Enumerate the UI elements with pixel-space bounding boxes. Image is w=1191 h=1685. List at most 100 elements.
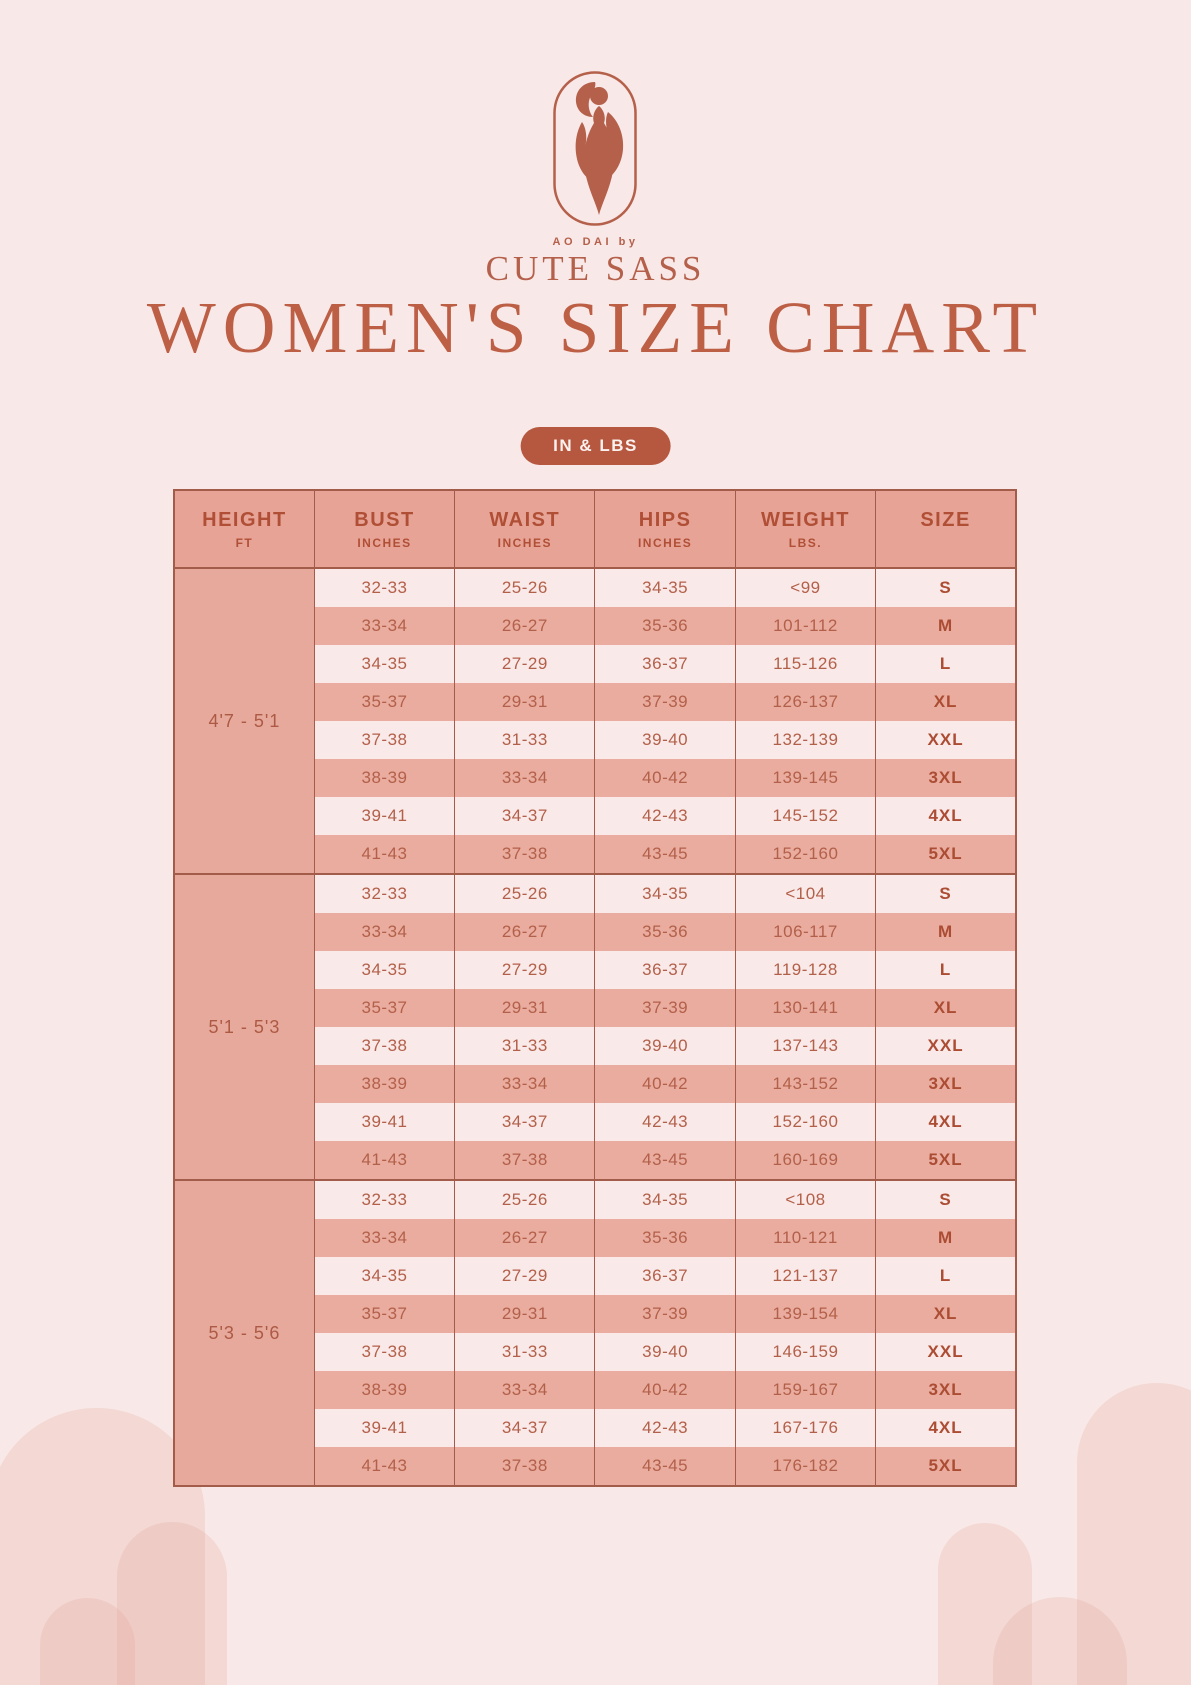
column-header: HEIGHT FT [173, 490, 315, 569]
value-cell: 32-33 [313, 1179, 456, 1219]
value-cell: 25-26 [454, 1179, 596, 1219]
size-cell: 4XL [875, 1103, 1017, 1141]
value-cell: 38-39 [313, 759, 456, 797]
height-range-cell: 4'7 - 5'1 [173, 567, 315, 874]
value-cell: 31-33 [454, 1333, 596, 1371]
value-cell: 39-40 [594, 721, 736, 759]
size-table-header: HEIGHT FT BUST INCHES WAIST INCHES HIPS INCHES W… [173, 490, 1017, 569]
value-cell: 43-45 [594, 835, 736, 874]
table-row: 5'3 - 5'6 32-33 25-26 34-35 <108 S [173, 1179, 1017, 1486]
value-cell: 38-39 [313, 1065, 456, 1103]
size-cell: 4XL [875, 797, 1017, 835]
value-cell: 35-37 [313, 1295, 456, 1333]
value-cell: 159-167 [734, 1371, 877, 1409]
size-cell: 3XL [875, 1371, 1017, 1409]
value-cell: 176-182 [734, 1447, 877, 1486]
table-row: 33-34 26-27 35-36 106-117 M [174, 913, 1017, 951]
value-cell: 33-34 [454, 1371, 596, 1409]
value-cell: 37-38 [454, 1141, 596, 1180]
height-range-cell: 5'1 - 5'3 [173, 873, 315, 1180]
size-cell: 5XL [875, 1447, 1017, 1486]
value-cell: 36-37 [594, 1257, 736, 1295]
brand-name: CUTE SASS [485, 249, 706, 288]
value-cell: 37-39 [594, 1295, 736, 1333]
decorative-arch [938, 1523, 1032, 1685]
value-cell: 35-37 [313, 683, 456, 721]
size-cell: L [875, 645, 1017, 683]
size-cell: M [875, 913, 1017, 951]
value-cell: <108 [734, 1179, 877, 1219]
size-cell: S [875, 873, 1017, 913]
value-cell: 25-26 [454, 873, 596, 913]
value-cell: 40-42 [594, 1065, 736, 1103]
size-cell: 4XL [875, 1409, 1017, 1447]
size-cell: XXL [875, 721, 1017, 759]
value-cell: 29-31 [454, 683, 596, 721]
value-cell: <104 [734, 873, 877, 913]
value-cell: 121-137 [734, 1257, 877, 1295]
value-cell: 42-43 [594, 1103, 736, 1141]
value-cell: 37-38 [313, 1027, 456, 1065]
size-cell: XL [875, 683, 1017, 721]
value-cell: 34-35 [594, 567, 736, 607]
value-cell: 39-41 [313, 1409, 456, 1447]
value-cell: 42-43 [594, 1409, 736, 1447]
table-row: 38-39 33-34 40-42 139-145 3XL [174, 759, 1017, 797]
decorative-arch [117, 1522, 227, 1685]
brand-tagline: AO DAI by [552, 236, 639, 248]
value-cell: 31-33 [454, 1027, 596, 1065]
value-cell: 36-37 [594, 951, 736, 989]
table-row: 37-38 31-33 39-40 137-143 XXL [174, 1027, 1017, 1065]
woman-in-ao-dai-icon [552, 71, 638, 231]
value-cell: 32-33 [313, 873, 456, 913]
size-cell: 5XL [875, 1141, 1017, 1180]
value-cell: 33-34 [454, 759, 596, 797]
value-cell: 132-139 [734, 721, 877, 759]
value-cell: 35-36 [594, 913, 736, 951]
value-cell: 110-121 [734, 1219, 877, 1257]
column-header: WEIGHT LBS. [734, 490, 877, 569]
brand-logo [552, 70, 638, 227]
size-cell: XL [875, 1295, 1017, 1333]
value-cell: 37-39 [594, 683, 736, 721]
size-cell: XXL [875, 1027, 1017, 1065]
value-cell: <99 [734, 567, 877, 607]
value-cell: 38-39 [313, 1371, 456, 1409]
size-cell: M [875, 1219, 1017, 1257]
value-cell: 26-27 [454, 913, 596, 951]
value-cell: 43-45 [594, 1141, 736, 1180]
value-cell: 39-41 [313, 1103, 456, 1141]
value-cell: 139-154 [734, 1295, 877, 1333]
value-cell: 34-37 [454, 1409, 596, 1447]
value-cell: 137-143 [734, 1027, 877, 1065]
value-cell: 33-34 [313, 607, 456, 645]
decorative-arch [0, 1408, 205, 1685]
value-cell: 146-159 [734, 1333, 877, 1371]
value-cell: 27-29 [454, 1257, 596, 1295]
column-header: WAIST INCHES [454, 490, 596, 569]
value-cell: 34-37 [454, 1103, 596, 1141]
height-range-cell: 5'3 - 5'6 [173, 1179, 315, 1486]
value-cell: 34-37 [454, 797, 596, 835]
value-cell: 152-160 [734, 835, 877, 874]
value-cell: 42-43 [594, 797, 736, 835]
table-row: 38-39 33-34 40-42 159-167 3XL [174, 1371, 1017, 1409]
value-cell: 37-38 [313, 1333, 456, 1371]
decorative-arch [40, 1598, 135, 1685]
value-cell: 152-160 [734, 1103, 877, 1141]
value-cell: 34-35 [594, 1179, 736, 1219]
value-cell: 143-152 [734, 1065, 877, 1103]
table-row: 34-35 27-29 36-37 121-137 L [174, 1257, 1017, 1295]
value-cell: 101-112 [734, 607, 877, 645]
size-cell: XXL [875, 1333, 1017, 1371]
value-cell: 29-31 [454, 989, 596, 1027]
value-cell: 119-128 [734, 951, 877, 989]
units-badge: IN & LBS [520, 427, 671, 465]
value-cell: 39-41 [313, 797, 456, 835]
value-cell: 33-34 [313, 913, 456, 951]
size-table: HEIGHT FT BUST INCHES WAIST INCHES HIPS INCHES W… [173, 489, 1017, 1487]
value-cell: 145-152 [734, 797, 877, 835]
value-cell: 39-40 [594, 1027, 736, 1065]
size-cell: XL [875, 989, 1017, 1027]
